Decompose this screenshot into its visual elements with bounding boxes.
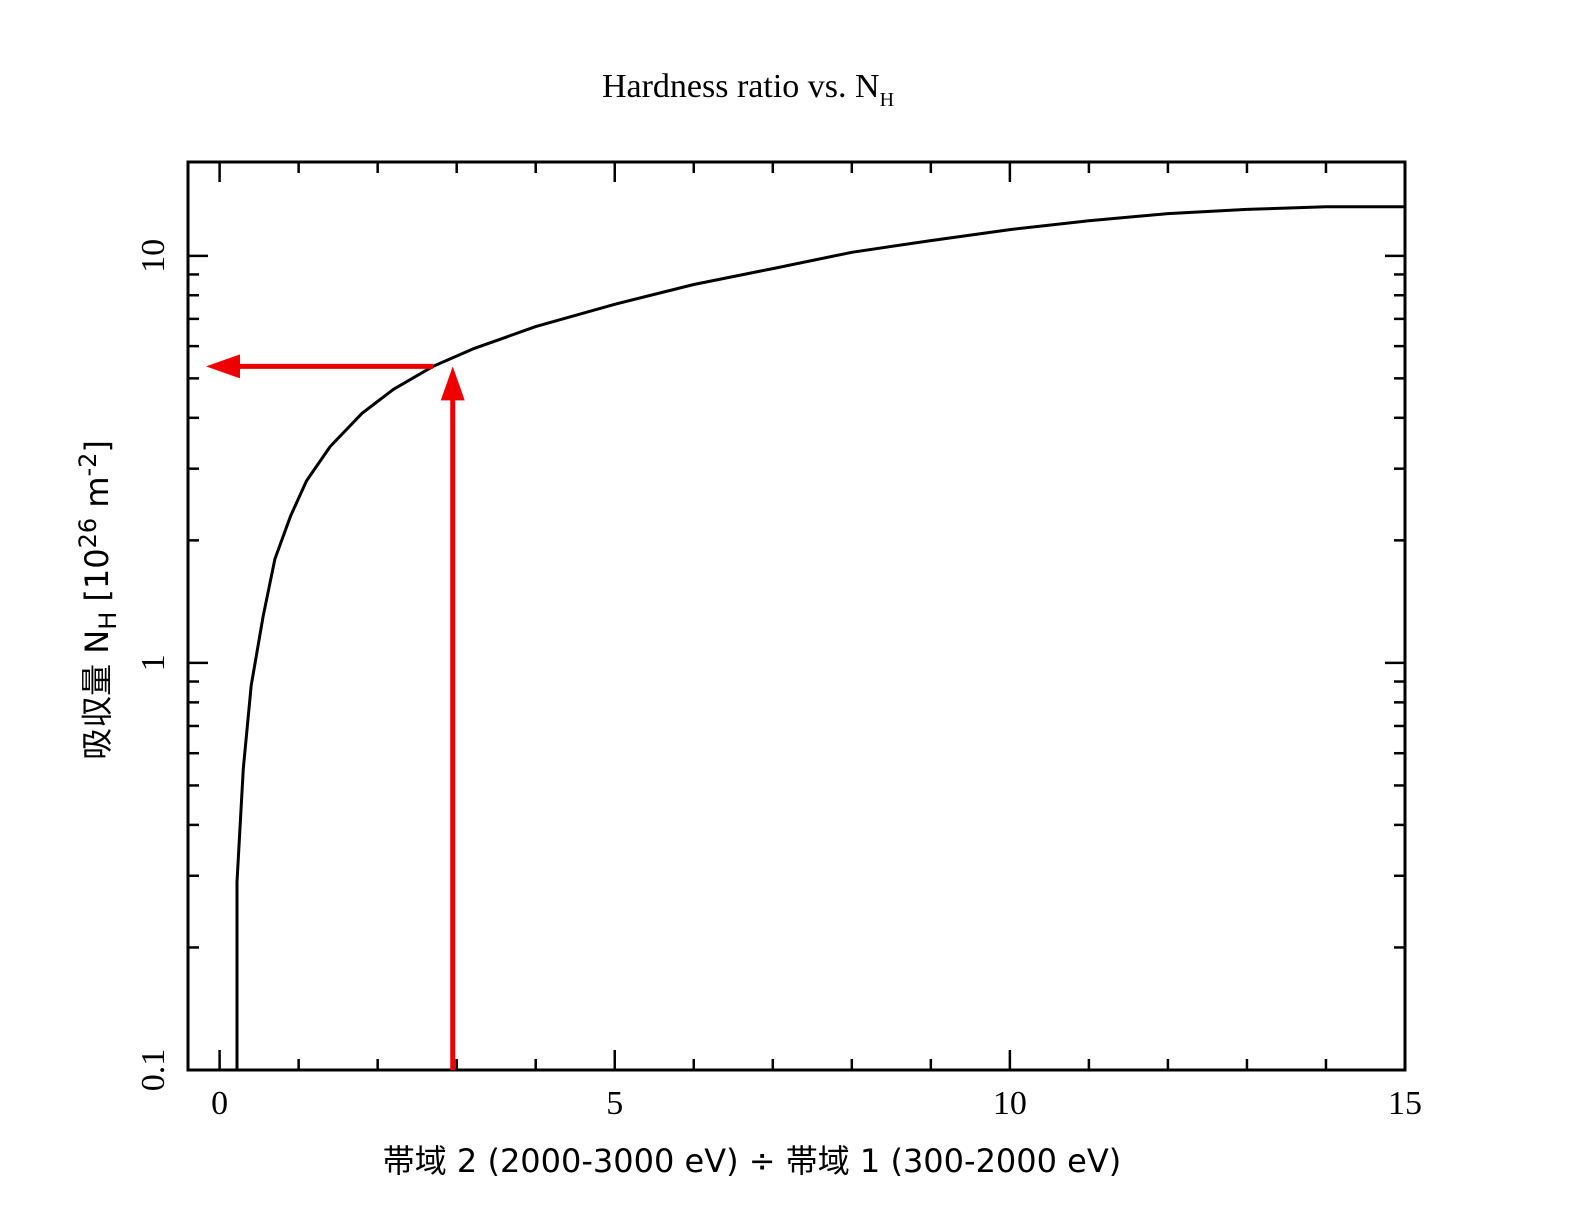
y-axis-ticks <box>188 256 1405 1070</box>
x-axis-ticks <box>220 162 1405 1070</box>
x-tick-label: 10 <box>993 1085 1027 1122</box>
x-tick-label: 5 <box>606 1085 623 1122</box>
vertical-arrow-head <box>441 366 465 400</box>
chart-title-text: Hardness ratio vs. N <box>602 68 880 105</box>
vertical-arrow <box>441 366 465 1070</box>
x-axis-tick-labels: 0 5 10 15 <box>211 1085 1422 1122</box>
horizontal-arrow <box>206 354 433 378</box>
y-tick-label: 1 <box>135 654 172 671</box>
chart-title: Hardness ratio vs. NH <box>602 68 894 111</box>
chart-title-subscript: H <box>880 89 894 111</box>
y-axis-label-prefix: 吸収量 N <box>78 630 116 760</box>
y-axis-tick-labels: 0.1 1 10 <box>135 239 172 1091</box>
y-axis-label-subscript: H <box>94 612 122 630</box>
y-axis-label-unit-close: ] <box>78 440 116 452</box>
y-axis-label-unit-mexp: -2 <box>74 453 102 477</box>
horizontal-arrow-head <box>206 354 240 378</box>
x-tick-label: 0 <box>211 1085 228 1122</box>
y-tick-label: 0.1 <box>135 1049 172 1092</box>
x-tick-label: 15 <box>1388 1085 1422 1122</box>
y-axis-label-unit-open: [10 <box>78 548 116 611</box>
hardness-nh-curve <box>237 207 1405 1070</box>
y-axis-label-unit-m: m <box>78 476 116 517</box>
y-axis-label: 吸収量 NH [1026 m-2] <box>74 440 122 760</box>
x-axis-label: 帯域 2 (2000-3000 eV) ÷ 帯域 1 (300-2000 eV) <box>383 1142 1122 1180</box>
plot-frame <box>188 162 1405 1070</box>
y-tick-label: 10 <box>135 239 172 273</box>
y-axis-label-unit-exp: 26 <box>74 518 102 549</box>
